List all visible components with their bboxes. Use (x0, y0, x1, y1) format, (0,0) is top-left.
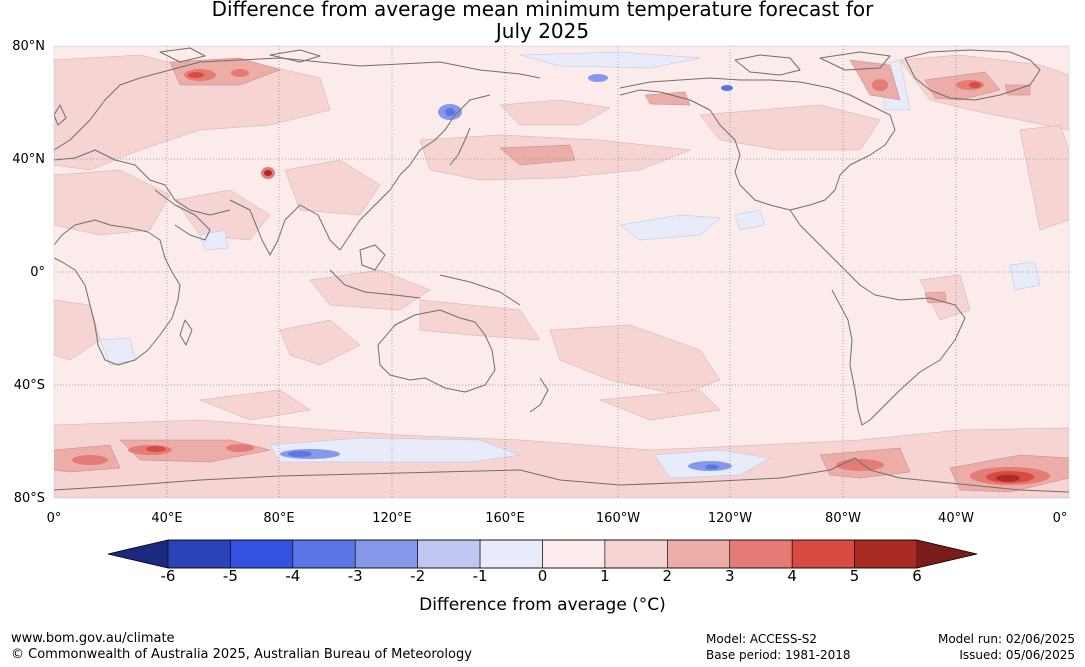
colorbar-segment (167, 539, 231, 569)
footer-model: Model: ACCESS-S2 (706, 632, 818, 646)
footer-issued: Issued: 05/06/2025 (959, 648, 1075, 662)
colorbar-tick-label: 0 (537, 567, 548, 585)
colorbar-tick-label: -4 (285, 567, 301, 585)
lon-label-120e: 120°E (372, 511, 412, 526)
colorbar-arrow-high (917, 540, 977, 568)
colorbar-segment (292, 539, 356, 569)
lon-label-80w: 80°W (825, 511, 861, 526)
coastlines (54, 47, 1069, 493)
lat-label-0: 0° (30, 265, 45, 280)
colorbar-tick-label: 2 (662, 567, 673, 585)
lon-label-0-east: 0° (1052, 511, 1068, 526)
colorbar-tick-label: -6 (160, 567, 176, 585)
lat-label-40n: 40°N (12, 152, 45, 167)
lon-label-80e: 80°E (263, 511, 295, 526)
colorbar-tick-label: 3 (724, 567, 735, 585)
colorbar-segment (729, 539, 793, 569)
colorbar-tick-label: 6 (912, 567, 922, 585)
lat-label-80n: 80°N (12, 39, 45, 54)
footer-base-period: Base period: 1981-2018 (706, 648, 851, 662)
colorbar-tick-label: 5 (849, 567, 860, 585)
lon-label-40w: 40°W (938, 511, 974, 526)
colorbar-segment (479, 539, 543, 569)
colorbar-tick-label: 1 (600, 567, 610, 585)
colorbar-tick-label: -3 (347, 567, 363, 585)
chart-title-line2: July 2025 (495, 19, 590, 43)
footer-model-run: Model run: 02/06/2025 (937, 632, 1075, 646)
gridlines (54, 46, 1069, 498)
footer-url: www.bom.gov.au/climate (11, 631, 175, 646)
colorbar-segment (667, 539, 731, 569)
colorbar-segment (230, 539, 294, 569)
colorbar-segment (354, 539, 418, 569)
colorbar-segment (791, 539, 855, 569)
colorbar (107, 539, 978, 569)
colorbar-tick-label: -2 (410, 567, 426, 585)
colorbar-tick-label: 4 (787, 567, 797, 585)
lon-label-120w: 120°W (707, 511, 753, 526)
colorbar-segment (542, 539, 606, 569)
colorbar-segment (604, 539, 668, 569)
colorbar-segment (854, 539, 918, 569)
lon-label-40e: 40°E (151, 511, 183, 526)
lon-label-160e: 160°E (485, 511, 525, 526)
lon-label-0-west: 0° (46, 511, 62, 526)
colorbar-segment (417, 539, 481, 569)
lat-label-80s: 80°S (13, 491, 45, 506)
anomaly-fields (54, 46, 1069, 498)
colorbar-arrow-low (108, 540, 168, 568)
lat-label-40s: 40°S (13, 378, 45, 393)
footer-copyright: © Commonwealth of Australia 2025, Austra… (11, 647, 472, 662)
colorbar-label: Difference from average (°C) (419, 595, 666, 615)
colorbar-tick-label: -1 (472, 567, 488, 585)
colorbar-tick-label: -5 (222, 567, 238, 585)
chart-title-line1: Difference from average mean minimum tem… (211, 0, 874, 21)
lon-label-160w: 160°W (595, 511, 641, 526)
